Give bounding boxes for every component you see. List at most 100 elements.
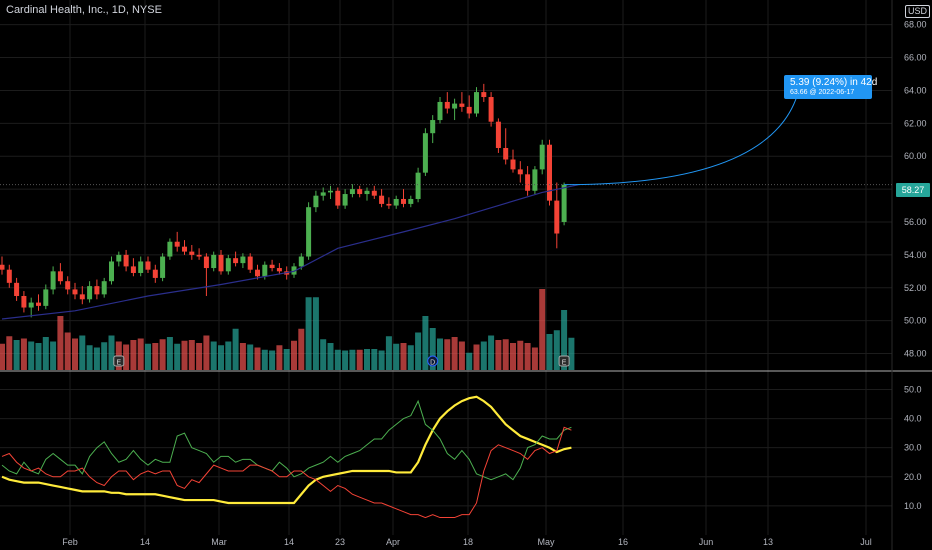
price-tick-label: 48.00 <box>904 349 927 359</box>
indicator-tick-label: 10.0 <box>904 501 922 511</box>
volume-bar <box>196 343 203 370</box>
volume-bar <box>35 343 42 370</box>
volume-bar <box>254 347 261 370</box>
volume-bar <box>291 340 297 370</box>
candle-body <box>65 281 71 290</box>
volume-bar <box>524 343 531 370</box>
candle-body <box>57 271 63 282</box>
di_minus-line <box>1 426 572 519</box>
x-tick-label: Apr <box>386 537 400 547</box>
candle-body <box>203 256 209 269</box>
candle-body <box>145 261 151 270</box>
volume-bar <box>305 297 312 370</box>
volume-bar <box>364 349 370 370</box>
volume-bar <box>13 340 20 370</box>
candle-body <box>364 190 370 195</box>
volume-bar <box>28 341 35 370</box>
projection-target: 63.66 @ 2022-06-17 <box>790 89 855 96</box>
indicator-tick-label: 30.0 <box>904 443 922 453</box>
dividend-marker-badge <box>427 355 439 367</box>
candle-body <box>466 106 472 114</box>
candle-body <box>50 271 56 290</box>
volume-bar <box>6 336 13 370</box>
candle-body <box>415 172 421 199</box>
candle-body <box>152 269 158 278</box>
candle-body <box>14 282 20 296</box>
candle-body <box>94 286 100 295</box>
candlestick-series <box>0 83 567 318</box>
candle-body <box>196 254 202 257</box>
candle-body <box>313 195 319 208</box>
candle-body <box>116 254 122 262</box>
volume-bar <box>444 339 451 370</box>
volume-bar <box>64 332 71 370</box>
indicator-panel <box>1 395 572 519</box>
volume-bar <box>334 349 341 370</box>
price-tick-label: 60.00 <box>904 151 927 161</box>
event-marker-glyph: E <box>562 360 567 367</box>
volume-bar <box>101 342 108 370</box>
candle-body <box>189 251 195 255</box>
x-tick-label: Mar <box>211 537 227 547</box>
volume-bar <box>510 343 516 370</box>
volume-bar <box>174 343 181 370</box>
x-tick-label: 14 <box>140 537 150 547</box>
candle-body <box>21 296 27 308</box>
volume-bar <box>276 345 283 370</box>
volume-bar <box>356 349 363 370</box>
x-tick-label: Jul <box>860 537 872 547</box>
indicator-tick-label: 40.0 <box>904 414 922 424</box>
chart-title: Cardinal Health, Inc., 1D, NYSE <box>6 4 162 16</box>
candle-body <box>371 190 377 196</box>
candle-body <box>306 207 312 257</box>
volume-bar <box>166 337 173 370</box>
volume-bar <box>130 340 137 370</box>
candle-body <box>101 281 107 295</box>
candle-body <box>269 264 275 269</box>
volume-bar <box>225 341 232 370</box>
candle-body <box>233 258 239 264</box>
candle-body <box>138 261 144 273</box>
volume-bar <box>108 335 115 370</box>
candle-body <box>488 97 494 122</box>
volume-bar <box>320 339 327 370</box>
candle-body <box>444 101 450 109</box>
x-tick-label: Jun <box>699 537 714 547</box>
candle-body <box>240 256 246 264</box>
candle-body <box>6 269 12 283</box>
candle-body <box>422 133 428 173</box>
volume-bar <box>458 341 465 370</box>
price-tick-label: 66.00 <box>904 53 927 63</box>
dividend-marker-icon: D <box>427 355 439 367</box>
candle-body <box>130 266 136 273</box>
candle-body <box>430 120 436 134</box>
candle-body <box>182 246 187 252</box>
volume-bar <box>553 330 560 370</box>
volume-bar <box>261 349 268 370</box>
x-tick-label: May <box>537 537 555 547</box>
volume-bar <box>407 345 414 370</box>
volume-bar <box>531 347 538 370</box>
volume-bar <box>188 340 195 370</box>
volume-bar <box>50 341 57 370</box>
volume-bar <box>203 335 210 370</box>
candle-body <box>474 92 479 114</box>
candle-body <box>28 302 34 308</box>
volume-bar <box>0 343 5 370</box>
di_plus-line <box>1 399 572 481</box>
projection-label[interactable]: 5.39 (9.24%) in 42d 63.66 @ 2022-06-17 <box>784 75 877 99</box>
candle-body <box>539 144 545 170</box>
volume-bar <box>385 336 392 370</box>
candle-body <box>298 256 304 267</box>
candle-body <box>437 101 443 121</box>
candle-body <box>36 302 41 306</box>
candle-body <box>167 241 173 257</box>
volume-bar <box>269 350 276 370</box>
candle-body <box>386 203 392 206</box>
volume-bar <box>429 328 436 370</box>
currency-button[interactable]: USD <box>905 5 931 18</box>
candle-body <box>342 194 348 206</box>
earnings-marker-badge <box>558 355 570 367</box>
volume-bar <box>181 340 188 370</box>
